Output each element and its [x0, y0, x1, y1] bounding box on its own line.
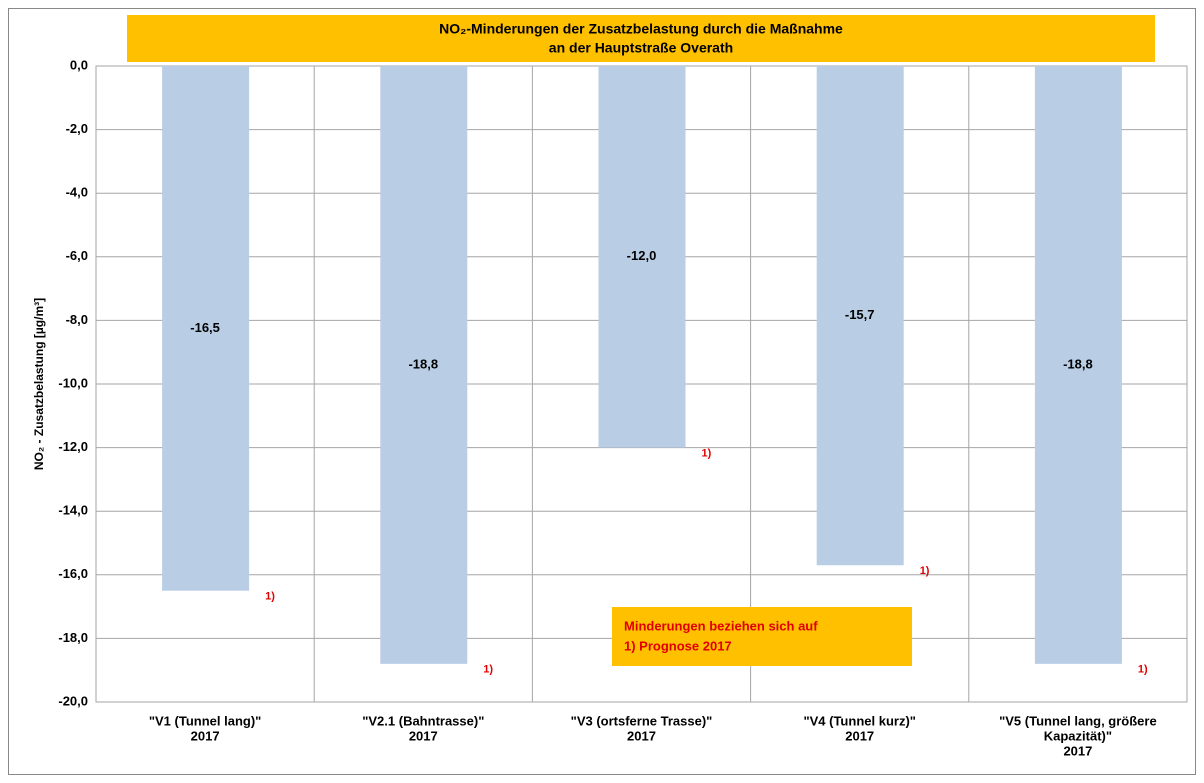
x-tick-label: "V4 (Tunnel kurz)" — [803, 713, 915, 728]
y-tick-label: -2,0 — [66, 121, 88, 136]
data-label: -18,8 — [408, 356, 438, 371]
data-label: -18,8 — [1063, 356, 1093, 371]
note-text: Minderungen beziehen sich auf — [624, 618, 818, 633]
x-tick-label: "V1 (Tunnel lang)" — [149, 713, 261, 728]
x-tick-label: 2017 — [627, 728, 656, 743]
chart-title: an der Hauptstraße Overath — [549, 40, 733, 56]
y-tick-label: -8,0 — [66, 312, 88, 327]
bar-note: 1) — [702, 448, 712, 460]
y-tick-label: -20,0 — [58, 693, 88, 708]
bar — [380, 66, 468, 664]
bar — [162, 66, 250, 591]
y-tick-label: -18,0 — [58, 630, 88, 645]
x-tick-label: 2017 — [845, 728, 874, 743]
x-tick-label: Kapazität)" — [1044, 728, 1112, 743]
chart-title: NO₂-Minderungen der Zusatzbelastung durc… — [439, 21, 843, 37]
x-tick-label: 2017 — [409, 728, 438, 743]
bar — [598, 66, 686, 448]
x-tick-label: 2017 — [191, 728, 220, 743]
y-tick-label: -4,0 — [66, 185, 88, 200]
bar-note: 1) — [920, 565, 930, 577]
y-tick-label: -10,0 — [58, 375, 88, 390]
y-tick-label: -14,0 — [58, 503, 88, 518]
data-label: -15,7 — [845, 307, 875, 322]
y-tick-label: -12,0 — [58, 439, 88, 454]
bar — [816, 66, 904, 566]
note-text: 1) Prognose 2017 — [624, 638, 732, 653]
bar-note: 1) — [1138, 664, 1148, 676]
bar-note: 1) — [265, 591, 275, 603]
y-tick-label: 0,0 — [70, 57, 88, 72]
data-label: -16,5 — [190, 320, 220, 335]
y-axis-label: NO₂ - Zusatzbelastung [µg/m³] — [32, 298, 46, 470]
x-tick-label: "V3 (ortsferne Trasse)" — [571, 713, 713, 728]
y-tick-label: -16,0 — [58, 566, 88, 581]
y-tick-label: -6,0 — [66, 248, 88, 263]
x-tick-label: "V2.1 (Bahntrasse)" — [362, 713, 484, 728]
bar — [1034, 66, 1122, 664]
title-box — [127, 15, 1155, 62]
bar-note: 1) — [483, 664, 493, 676]
x-tick-label: "V5 (Tunnel lang, größere — [999, 713, 1157, 728]
note-box — [612, 607, 912, 666]
x-tick-label: 2017 — [1063, 743, 1092, 758]
data-label: -12,0 — [627, 248, 657, 263]
